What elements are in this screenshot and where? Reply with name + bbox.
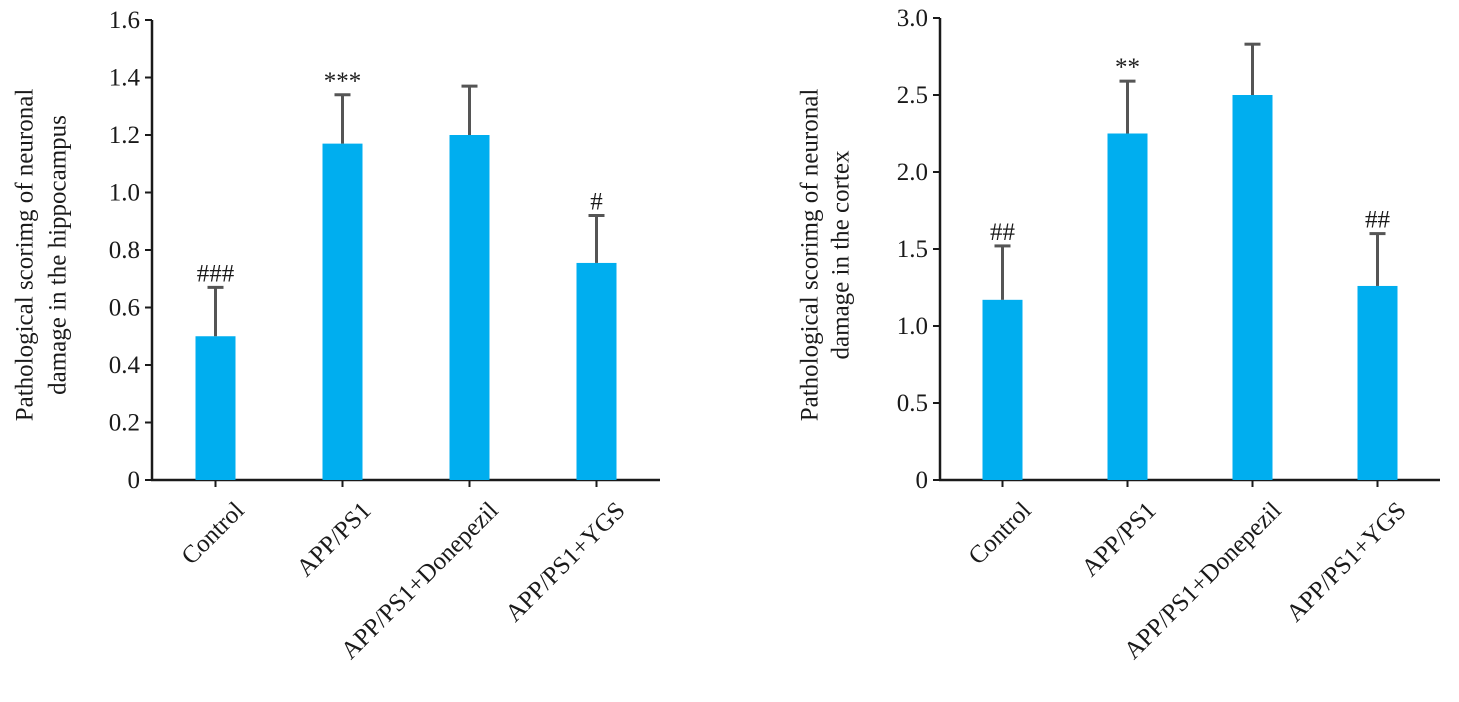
significance-label: #: [590, 189, 603, 216]
bar: [449, 135, 490, 480]
y-tick-label: 1.6: [109, 7, 140, 34]
x-category-label: Control: [964, 497, 1037, 570]
significance-label: ##: [990, 219, 1016, 246]
bar: [195, 336, 236, 480]
y-axis-title: damage in the hippocampus: [45, 115, 72, 395]
bar: [1357, 285, 1398, 480]
significance-label: ***: [324, 68, 362, 95]
bar: [982, 299, 1023, 480]
y-tick-label: 1.5: [897, 236, 928, 263]
y-tick-label: 1.4: [109, 65, 141, 92]
y-tick-label: 1.0: [897, 313, 928, 340]
y-tick-label: 2.5: [897, 82, 928, 109]
bar: [1232, 95, 1273, 480]
y-tick-label: 0: [916, 467, 929, 494]
y-tick-label: 1.0: [109, 180, 140, 207]
y-tick-label: 3.0: [897, 5, 928, 32]
y-axis-title: Pathological scorimg of neuronal: [797, 89, 824, 422]
bar: [1107, 133, 1148, 480]
bar: [576, 262, 617, 480]
significance-label: ###: [197, 260, 235, 287]
y-tick-label: 0.8: [109, 237, 140, 264]
x-category-label: APP/PS1+YGS: [500, 497, 630, 627]
cortex-chart: 0 0.5 1.0 1.5 2.0 2.5 3.0 ## Control ** APP/PS1 APP…: [797, 5, 1440, 665]
significance-label: ##: [1365, 207, 1391, 234]
y-axis-title: Pathological scorimg of neuronal: [12, 89, 39, 422]
x-category-label: APP/PS1+YGS: [1281, 497, 1411, 627]
y-axis-title: damage in the cortex: [828, 150, 855, 359]
y-tick-label: 0.6: [109, 295, 140, 322]
y-tick-label: 0: [128, 467, 141, 494]
y-tick-label: 0.5: [897, 390, 928, 417]
x-category-label: APP/PS1: [292, 497, 377, 582]
x-category-label: Control: [177, 497, 250, 570]
y-tick-label: 0.2: [109, 410, 140, 437]
y-tick-label: 1.2: [109, 122, 140, 149]
x-category-label: APP/PS1: [1077, 497, 1162, 582]
bar: [322, 143, 363, 480]
y-tick-label: 0.4: [109, 352, 141, 379]
y-tick-label: 2.0: [897, 159, 928, 186]
significance-label: **: [1115, 54, 1140, 81]
hippocampus-chart: 0 0.2 0.4 0.6 0.8 1.0 1.2 1.4 1.6 ### Control *** AP…: [12, 7, 660, 665]
